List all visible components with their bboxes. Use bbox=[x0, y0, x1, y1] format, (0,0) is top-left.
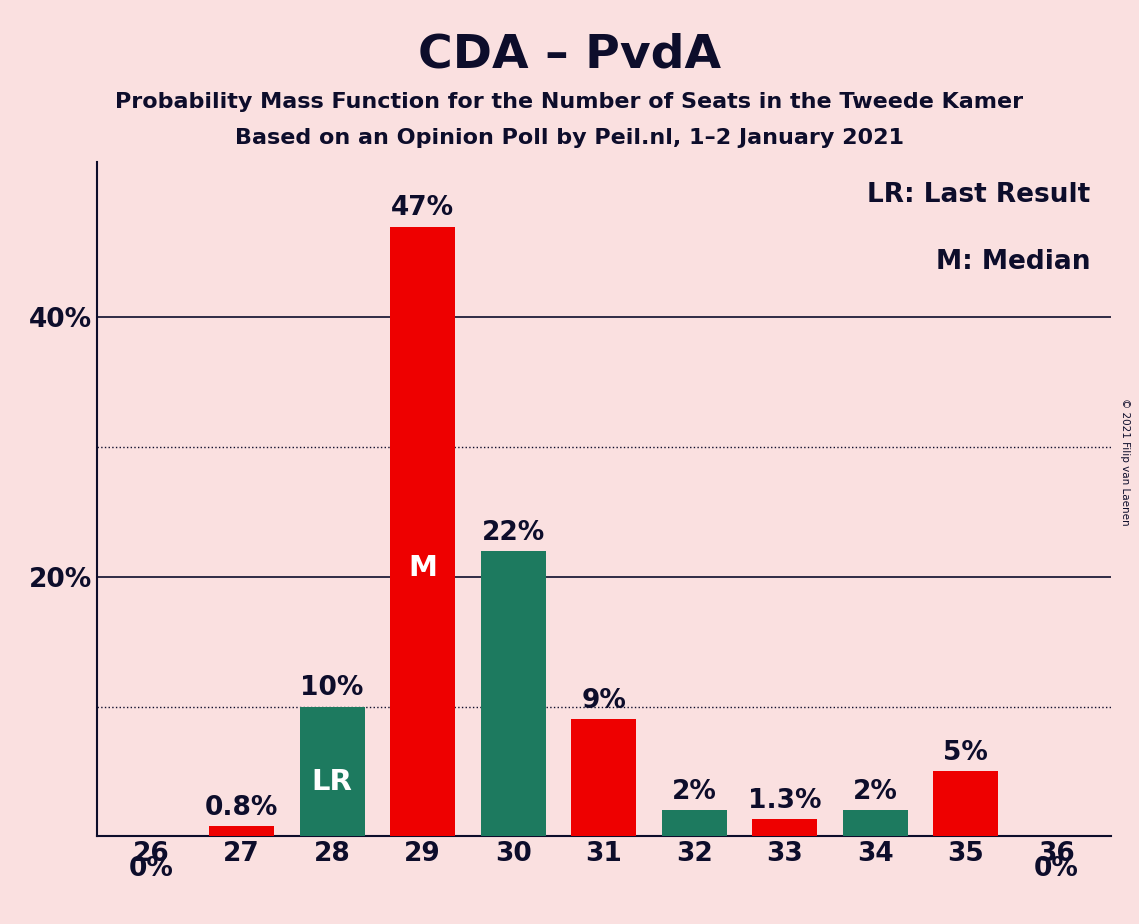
Text: 2%: 2% bbox=[672, 779, 716, 805]
Text: 5%: 5% bbox=[943, 740, 989, 766]
Bar bbox=[390, 226, 456, 836]
Text: M: Median: M: Median bbox=[936, 249, 1090, 275]
Text: 9%: 9% bbox=[581, 688, 626, 714]
Text: 22%: 22% bbox=[482, 519, 544, 546]
Text: Probability Mass Function for the Number of Seats in the Tweede Kamer: Probability Mass Function for the Number… bbox=[115, 92, 1024, 113]
Bar bbox=[843, 810, 908, 836]
Text: M: M bbox=[408, 554, 437, 582]
Text: 10%: 10% bbox=[301, 675, 363, 701]
Bar bbox=[481, 551, 546, 836]
Text: 0.8%: 0.8% bbox=[205, 795, 278, 821]
Text: 1.3%: 1.3% bbox=[748, 788, 821, 814]
Text: LR: LR bbox=[312, 768, 353, 796]
Bar bbox=[300, 707, 364, 836]
Text: 47%: 47% bbox=[391, 195, 454, 222]
Text: CDA – PvdA: CDA – PvdA bbox=[418, 32, 721, 78]
Text: 2%: 2% bbox=[853, 779, 898, 805]
Text: 0%: 0% bbox=[129, 856, 173, 881]
Text: 0%: 0% bbox=[1034, 856, 1079, 881]
Text: © 2021 Filip van Laenen: © 2021 Filip van Laenen bbox=[1121, 398, 1130, 526]
Bar bbox=[662, 810, 727, 836]
Bar bbox=[210, 826, 274, 836]
Bar bbox=[933, 772, 998, 836]
Text: Based on an Opinion Poll by Peil.nl, 1–2 January 2021: Based on an Opinion Poll by Peil.nl, 1–2… bbox=[235, 128, 904, 148]
Bar bbox=[752, 820, 818, 836]
Bar bbox=[571, 720, 637, 836]
Text: LR: Last Result: LR: Last Result bbox=[867, 182, 1090, 208]
